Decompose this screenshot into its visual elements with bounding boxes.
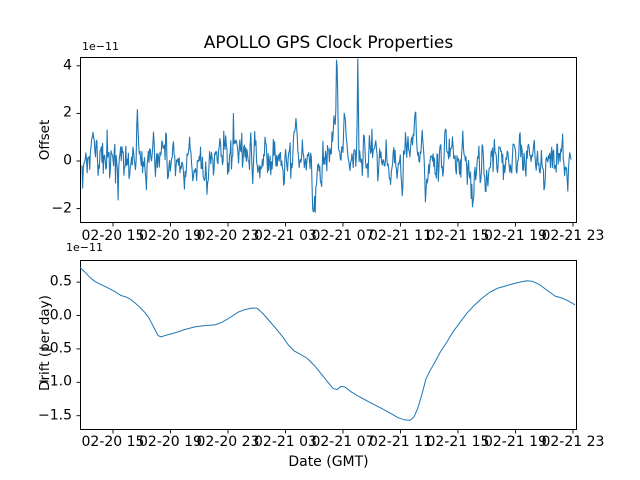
offset-axis-multiplier: 1e−11 [82, 40, 119, 53]
offset-x-tick-label: 02-21 03 [254, 228, 317, 244]
drift-x-tick-label: 02-20 19 [139, 434, 202, 450]
drift-series-line [79, 267, 576, 421]
offset-x-tick-label: 02-20 23 [196, 228, 260, 244]
drift-axes [76, 260, 577, 434]
drift-axes-spines [80, 260, 577, 430]
drift-y-tick-label: 0.0 [49, 306, 72, 323]
offset-x-tick-label: 02-21 07 [311, 228, 375, 244]
drift-y-tick-label: −0.5 [38, 340, 72, 357]
drift-x-tick-label: 02-20 23 [196, 434, 260, 450]
drift-x-tick-label: 02-21 15 [426, 434, 490, 450]
offset-series-line [81, 58, 572, 213]
offset-y-tick-label: −2 [51, 199, 72, 216]
offset-ylabel: Offset [37, 119, 53, 161]
offset-y-tick-label: 4 [63, 57, 72, 74]
drift-x-tick-label: 02-20 15 [81, 434, 145, 450]
offset-y-tick-label: 2 [63, 104, 72, 121]
offset-x-tick-label: 02-21 19 [483, 228, 547, 244]
x-axis-label: Date (GMT) [288, 454, 369, 470]
drift-y-tick-label: −1.0 [38, 373, 72, 390]
drift-x-tick-label: 02-21 19 [483, 434, 547, 450]
chart-title: APOLLO GPS Clock Properties [203, 33, 454, 53]
drift-x-tick-label: 02-21 07 [311, 434, 375, 450]
offset-y-tick-label: 0 [63, 152, 72, 169]
offset-x-tick-label: 02-20 19 [139, 228, 202, 244]
drift-y-tick-label: 0.5 [49, 273, 72, 290]
drift-y-tick-label: −1.5 [38, 406, 72, 423]
drift-axis-multiplier: 1e−11 [66, 241, 103, 254]
drift-x-tick-label: 02-21 23 [541, 434, 605, 450]
offset-axes [76, 57, 577, 227]
offset-x-tick-label: 02-21 23 [541, 228, 605, 244]
offset-x-tick-label: 02-20 15 [81, 228, 145, 244]
offset-x-tick-label: 02-21 15 [426, 228, 490, 244]
drift-x-tick-label: 02-21 03 [254, 434, 317, 450]
offset-x-tick-label: 02-21 11 [368, 228, 432, 244]
offset-axes-spines [80, 57, 577, 223]
drift-x-tick-label: 02-21 11 [368, 434, 432, 450]
